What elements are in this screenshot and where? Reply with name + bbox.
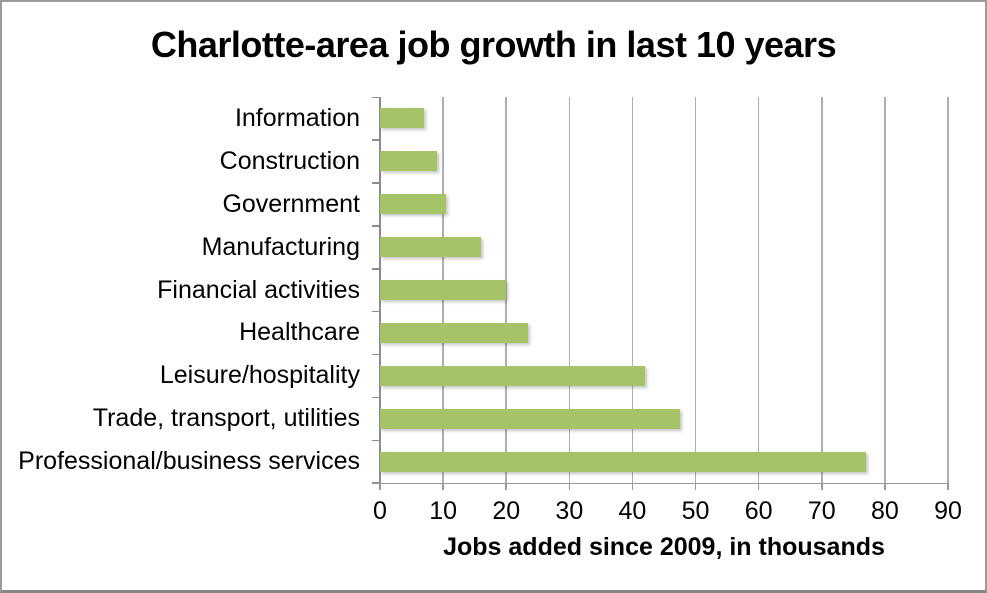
x-axis-tick — [379, 483, 381, 490]
chart-title: Charlotte-area job growth in last 10 yea… — [150, 24, 837, 65]
x-tick-label-70: 70 — [807, 497, 836, 525]
gridline-x-50 — [694, 97, 697, 483]
category-label-financial-activities: Financial activities — [157, 275, 360, 304]
category-label-information: Information — [234, 104, 360, 132]
category-label-manufacturing: Manufacturing — [201, 232, 360, 261]
gridline-x-70 — [821, 97, 823, 483]
y-axis-tick — [372, 439, 380, 442]
bar-leisure-hospitality — [380, 365, 646, 386]
x-axis-tick — [694, 483, 697, 490]
x-axis-line — [372, 482, 949, 484]
x-tick-label-0: 0 — [373, 497, 387, 525]
x-axis-tick — [757, 483, 760, 490]
x-tick-label-10: 10 — [429, 497, 458, 525]
y-axis-tick — [372, 396, 380, 399]
x-tick-label-20: 20 — [492, 497, 521, 525]
category-label-construction: Construction — [219, 146, 360, 175]
plot-area — [372, 96, 949, 490]
category-label-leisure-hospitality: Leisure/hospitality — [159, 361, 360, 390]
y-axis-tick — [372, 268, 380, 270]
y-axis-tick — [372, 182, 380, 184]
x-tick-label-30: 30 — [555, 497, 584, 525]
y-axis-tick — [372, 310, 380, 313]
x-axis-tick — [947, 483, 949, 490]
bar-professional-business-services — [380, 451, 866, 472]
category-label-professional-business-services: Professional/business services — [18, 447, 360, 476]
x-tick-label-50: 50 — [681, 497, 710, 525]
bar-information — [380, 108, 425, 129]
bar-construction — [380, 151, 437, 172]
gridline-x-60 — [757, 97, 760, 483]
x-axis-tick — [442, 483, 444, 490]
bar-government — [380, 194, 447, 215]
x-axis-tick — [631, 483, 634, 490]
gridline-x-30 — [568, 97, 571, 483]
x-tick-label-90: 90 — [934, 497, 962, 525]
x-axis-title: Jobs added since 2009, in thousands — [443, 533, 885, 561]
bar-trade-transport-utilities — [380, 408, 680, 429]
y-axis-line — [379, 97, 381, 483]
x-axis-tick — [884, 483, 886, 490]
y-axis-tick — [372, 225, 380, 227]
bar-healthcare — [380, 322, 529, 343]
gridline-x-80 — [884, 97, 886, 483]
y-axis-tick — [372, 353, 380, 356]
gridline-x-40 — [631, 97, 634, 483]
x-tick-label-80: 80 — [870, 497, 899, 525]
category-label-healthcare: Healthcare — [239, 318, 360, 347]
x-tick-label-60: 60 — [744, 497, 773, 525]
x-axis-tick — [568, 483, 571, 490]
gridline-x-20 — [505, 97, 507, 483]
category-label-government: Government — [222, 189, 360, 218]
y-axis-tick — [372, 96, 380, 98]
category-label-trade-transport-utilities: Trade, transport, utilities — [92, 404, 360, 433]
x-axis-tick — [505, 483, 507, 490]
x-tick-label-40: 40 — [618, 497, 647, 525]
y-axis-tick — [372, 139, 380, 141]
x-axis-tick — [821, 483, 823, 490]
bar-financial-activities — [380, 280, 507, 300]
gridline-x-90 — [947, 97, 949, 483]
bar-manufacturing — [380, 237, 481, 258]
y-axis-tick — [372, 481, 380, 483]
